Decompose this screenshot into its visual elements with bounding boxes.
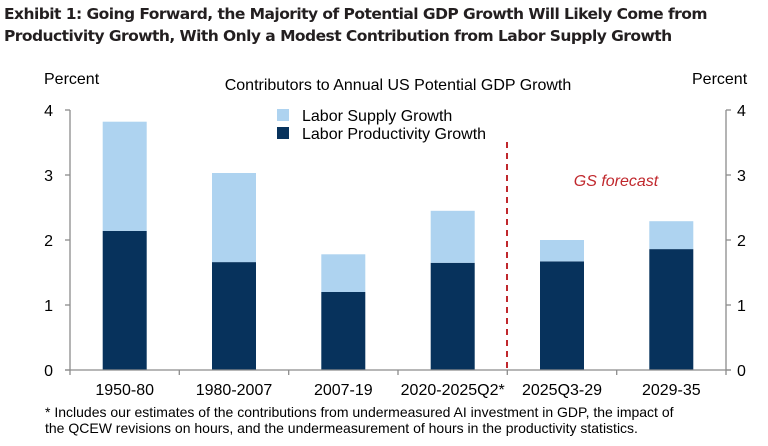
bar-labor-productivity-1 (212, 262, 256, 370)
bar-labor-supply-5 (649, 221, 694, 250)
bar-labor-supply-4 (540, 240, 584, 262)
left-y-tick-label: 4 (44, 103, 53, 120)
footnote-line-2: the QCEW revisions on hours, and the und… (45, 420, 638, 436)
exhibit-title: Exhibit 1: Going Forward, the Majority o… (4, 3, 768, 47)
legend-swatch-labor-supply (277, 109, 289, 121)
right-axis-label: Percent (692, 71, 748, 88)
legend-swatch-labor-productivity (277, 127, 289, 139)
x-tick-label: 2007-19 (314, 382, 373, 399)
bar-labor-productivity-4 (540, 261, 584, 370)
bar-labor-supply-0 (102, 121, 147, 231)
bar-labor-productivity-2 (321, 292, 366, 370)
footnote: * Includes our estimates of the contribu… (45, 404, 765, 436)
bar-labor-productivity-3 (430, 262, 475, 371)
left-y-tick-label: 2 (44, 233, 53, 250)
exhibit-title-line-1: Exhibit 1: Going Forward, the Majority o… (4, 5, 707, 23)
bar-labor-productivity-0 (102, 230, 147, 370)
bar-labor-supply-3 (430, 210, 475, 263)
right-y-tick-label: 0 (737, 363, 746, 380)
bar-labor-supply-2 (321, 254, 366, 292)
bars-group (102, 121, 694, 371)
right-y-tick-label: 1 (737, 298, 746, 315)
footnote-line-1: * Includes our estimates of the contribu… (45, 404, 674, 420)
exhibit-title-line-2: Productivity Growth, With Only a Modest … (4, 27, 672, 45)
right-y-tick-label: 2 (737, 233, 746, 250)
right-y-tick-label: 3 (737, 168, 746, 185)
left-y-tick-label: 0 (44, 363, 53, 380)
left-axis-label: Percent (44, 71, 100, 88)
forecast-annotation: GS forecast (574, 173, 659, 190)
bar-labor-supply-1 (212, 173, 256, 263)
left-y-tick-label: 1 (44, 298, 53, 315)
x-tick-label: 1980-2007 (196, 382, 273, 399)
x-tick-label: 2025Q3-29 (522, 382, 602, 399)
x-tick-label: 2029-35 (642, 382, 701, 399)
legend: Labor Supply Growth Labor Productivity G… (277, 108, 486, 143)
x-tick-label: 2020-2025Q2* (401, 382, 505, 399)
bar-labor-productivity-5 (649, 249, 694, 370)
x-tick-label: 1950-80 (95, 382, 154, 399)
legend-label-labor-productivity: Labor Productivity Growth (302, 126, 486, 143)
chart-title: Contributors to Annual US Potential GDP … (225, 77, 572, 94)
right-y-tick-label: 4 (737, 103, 746, 120)
left-y-tick-label: 3 (44, 168, 53, 185)
axes-group: 1950-80 1980-2007 2007-19 2020-2025Q2* 2025Q… (44, 103, 746, 399)
legend-label-labor-supply: Labor Supply Growth (302, 108, 452, 125)
